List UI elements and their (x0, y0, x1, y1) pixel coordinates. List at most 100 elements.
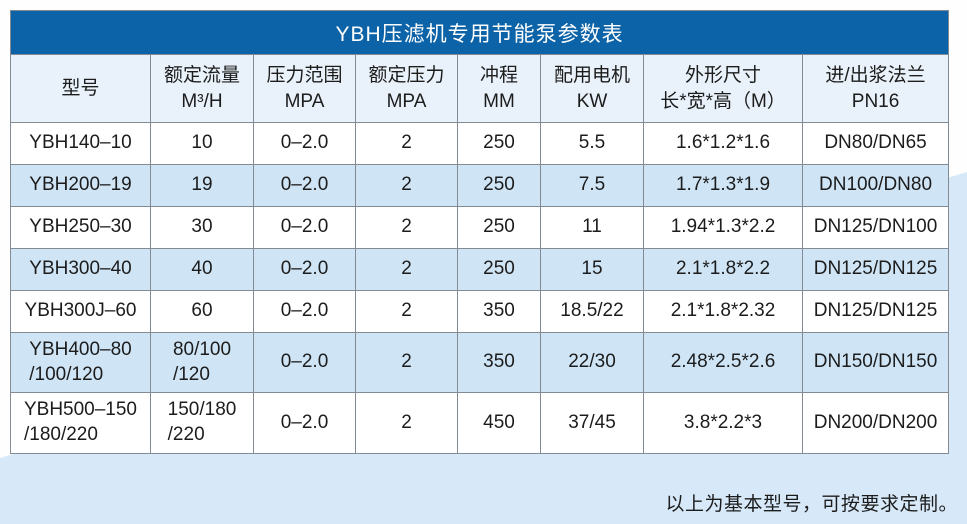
table-cell-text: YBH140–10 (29, 132, 132, 154)
column-header: 型号 (10, 54, 151, 123)
table-cell: YBH250–30 (10, 206, 151, 249)
table-cell: 250 (457, 164, 541, 207)
table-cell: 2 (355, 248, 458, 291)
table-cell: 15 (540, 248, 644, 291)
table-cell: DN200/DN200 (801, 392, 950, 454)
table-row: YBH500–150 /180/220 150/180 /220 0–2.0 2 450… (10, 392, 950, 454)
table-cell-text: 0–2.0 (280, 351, 329, 373)
table-cell: 0–2.0 (253, 164, 356, 207)
table-cell-text: YBH200–19 (29, 174, 132, 196)
table-cell: 250 (457, 206, 541, 249)
table-cell: YBH300–40 (10, 248, 151, 291)
table-cell: DN125/DN100 (801, 206, 950, 249)
table-cell-text: 18.5/22 (560, 300, 624, 322)
table-cell: 450 (457, 392, 541, 454)
table-cell: DN125/DN125 (801, 290, 950, 333)
table-cell: YBH200–19 (10, 164, 151, 207)
table-cell: YBH400–80 /100/120 (10, 331, 151, 394)
table-cell-text: 0–2.0 (280, 300, 329, 322)
table-cell-text: DN150/DN150 (813, 351, 938, 373)
table-cell: 2 (355, 164, 458, 207)
table-cell: 2 (355, 122, 458, 165)
column-header: 配用电机 KW (540, 54, 644, 123)
table-cell: 3.8*2.2*3 (643, 392, 803, 454)
table-cell: 5.5 (540, 122, 644, 165)
table-cell-text: 150/180 /220 (167, 399, 237, 446)
table-cell-text: 350 (483, 351, 515, 373)
table-cell-text: 2 (401, 351, 412, 373)
table-cell-text: 37/45 (568, 411, 616, 433)
column-header: 压力范围 MPA (253, 54, 356, 123)
table-cell-text: 2 (401, 174, 412, 196)
table-cell-text: YBH300J–60 (24, 300, 137, 322)
table-cell-text: DN125/DN100 (813, 216, 938, 238)
table-cell-text: 2 (401, 258, 412, 280)
table-row: YBH300–40 40 0–2.0 2 250 15 2.1*1.8*2.2 DN125/D… (10, 248, 950, 291)
table-cell-text: 450 (483, 411, 515, 433)
table-cell-text: 0–2.0 (280, 258, 329, 280)
table-cell: 18.5/22 (540, 290, 644, 333)
table-header-row: 型号 额定流量 M³/H 压力范围 MPA 额定压力 MPA 冲程 MM 配用电机 KW 外… (10, 54, 950, 123)
pump-parameter-table: YBH压滤机专用节能泵参数表 型号 额定流量 M³/H 压力范围 MPA 额定压力 M… (9, 10, 950, 454)
column-header: 进/出浆法兰 PN16 (801, 54, 950, 123)
table-cell: 10 (150, 122, 254, 165)
table-cell-text: 2 (401, 216, 412, 238)
table-cell: DN100/DN80 (801, 164, 950, 207)
table-cell: DN80/DN65 (801, 122, 950, 165)
table-cell-text: DN80/DN65 (824, 132, 927, 154)
table-cell: 22/30 (540, 331, 644, 394)
table-cell-text: 15 (581, 258, 603, 280)
table-row: YBH200–19 19 0–2.0 2 250 7.5 1.7*1.3*1.9 DN100/… (10, 164, 950, 207)
table-cell: YBH300J–60 (10, 290, 151, 333)
table-cell: 2 (355, 331, 458, 394)
table-cell: 150/180 /220 (150, 392, 254, 454)
table-cell-text: YBH250–30 (29, 216, 132, 238)
table-cell: 0–2.0 (253, 331, 356, 394)
table-cell-text: 60 (191, 300, 213, 322)
table-cell: 0–2.0 (253, 392, 356, 454)
table-cell-text: 1.6*1.2*1.6 (675, 132, 771, 154)
table-cell-text: 2 (401, 300, 412, 322)
table-cell: 7.5 (540, 164, 644, 207)
table-cell-text: 3.8*2.2*3 (683, 411, 763, 433)
table-cell-text: 250 (483, 258, 515, 280)
table-cell: 40 (150, 248, 254, 291)
table-cell: DN150/DN150 (801, 331, 950, 394)
table-cell-text: 0–2.0 (280, 216, 329, 238)
table-cell-text: 250 (483, 216, 515, 238)
table-row: YBH300J–60 60 0–2.0 2 350 18.5/22 2.1*1.8*2.32… (10, 290, 950, 333)
table-cell: 11 (540, 206, 644, 249)
table-cell-text: 250 (483, 132, 515, 154)
table-title-row: YBH压滤机专用节能泵参数表 (9, 10, 950, 55)
table-cell-text: 2 (401, 132, 412, 154)
table-cell: 1.94*1.3*2.2 (643, 206, 803, 249)
table-cell: 37/45 (540, 392, 644, 454)
table-cell: 250 (457, 122, 541, 165)
table-row: YBH250–30 30 0–2.0 2 250 11 1.94*1.3*2.2 DN125/… (10, 206, 950, 249)
table-cell: 0–2.0 (253, 290, 356, 333)
table-cell-text: 1.94*1.3*2.2 (670, 216, 776, 238)
table-cell: DN125/DN125 (801, 248, 950, 291)
table-cell-text: YBH300–40 (29, 258, 132, 280)
table-cell-text: 2.1*1.8*2.32 (670, 300, 776, 322)
column-header: 冲程 MM (457, 54, 541, 123)
column-header: 额定压力 MPA (355, 54, 458, 123)
table-cell-text: 2.48*2.5*2.6 (670, 351, 776, 373)
table-cell-text: 19 (191, 174, 213, 196)
table-cell-text: 350 (483, 300, 515, 322)
table-cell-text: 10 (191, 132, 213, 154)
table-row: YBH400–80 /100/120 80/100 /120 0–2.0 2 350 22… (10, 331, 950, 394)
table-cell: 60 (150, 290, 254, 333)
table-cell: 1.7*1.3*1.9 (643, 164, 803, 207)
table-cell-text: DN200/DN200 (813, 411, 938, 433)
table-cell: YBH140–10 (10, 122, 151, 165)
table-cell: 2.1*1.8*2.2 (643, 248, 803, 291)
table-cell-text: 0–2.0 (280, 174, 329, 196)
table-cell: 250 (457, 248, 541, 291)
table-cell: 19 (150, 164, 254, 207)
table-cell: 0–2.0 (253, 206, 356, 249)
table-cell: YBH500–150 /180/220 (10, 392, 151, 454)
table-cell-text: 22/30 (568, 351, 616, 373)
column-header: 额定流量 M³/H (150, 54, 254, 123)
table-cell: 0–2.0 (253, 122, 356, 165)
